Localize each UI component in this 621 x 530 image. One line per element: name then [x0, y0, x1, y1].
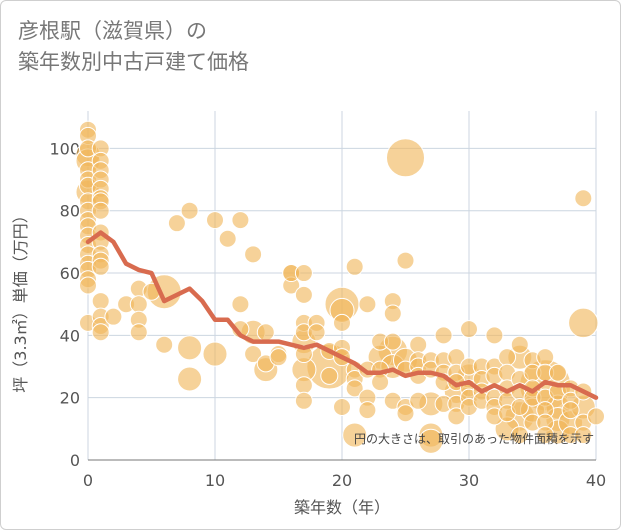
data-point [294, 285, 313, 304]
data-point [418, 428, 444, 454]
data-point [447, 407, 466, 426]
data-point [498, 348, 517, 367]
data-point [371, 373, 390, 392]
data-point [129, 295, 148, 314]
data-point [333, 313, 351, 332]
data-point [485, 326, 504, 345]
data-point [409, 335, 428, 354]
bubble-series [75, 120, 605, 454]
data-point [307, 323, 326, 342]
data-point [91, 257, 110, 276]
x-tick-label: 10 [205, 471, 225, 490]
x-tick-labels: 0 10 20 30 40 [83, 471, 606, 490]
y-tick-labels: 0 20 40 60 80 100 [49, 139, 80, 470]
chart-title: 彦根駅（滋賀県）の 築年数別中古戸建て価格 [18, 16, 249, 78]
x-axis-title: 築年数（年） [294, 498, 390, 517]
data-point [510, 426, 529, 445]
data-point [231, 295, 250, 314]
data-point [536, 426, 555, 445]
data-point [244, 345, 263, 364]
data-point [536, 348, 555, 367]
data-point [244, 245, 263, 264]
data-point [574, 426, 593, 445]
data-point [129, 323, 148, 342]
data-point [294, 391, 313, 410]
y-tick-label: 100 [49, 139, 80, 158]
y-axis-title: 坪（3.3㎡）単価（万円） [11, 207, 30, 392]
data-point [574, 189, 593, 208]
data-point [294, 376, 313, 395]
y-tick-label: 60 [60, 264, 80, 283]
data-point [358, 295, 377, 314]
data-point [396, 404, 415, 423]
x-tick-label: 20 [332, 471, 352, 490]
data-point [269, 348, 288, 367]
chart-title-line2: 築年数別中古戸建て価格 [18, 50, 249, 74]
chart-title-line1: 彦根駅（滋賀県）の [18, 19, 207, 43]
data-point [256, 323, 275, 342]
data-point [79, 276, 97, 295]
data-point [91, 292, 110, 311]
data-point [561, 401, 580, 420]
data-point [294, 264, 313, 283]
data-point [548, 363, 567, 382]
data-point [231, 211, 250, 230]
y-tick-label: 0 [70, 451, 80, 470]
data-point [460, 320, 478, 339]
data-point [358, 401, 377, 420]
data-point [342, 422, 368, 448]
data-point [587, 407, 605, 426]
data-point [155, 335, 174, 354]
data-point [385, 138, 426, 178]
data-point [409, 391, 428, 410]
x-tick-label: 40 [586, 471, 606, 490]
data-point [333, 398, 351, 417]
data-point [167, 214, 186, 233]
data-point [202, 341, 228, 367]
x-tick-label: 30 [459, 471, 479, 490]
data-point [383, 304, 402, 323]
data-point [434, 326, 453, 345]
data-point [91, 323, 110, 342]
bubble-size-note: 円の大きさは、取引のあった物件面積を示す [354, 431, 594, 446]
y-tick-label: 20 [60, 389, 80, 408]
data-point [510, 398, 529, 417]
data-point [177, 366, 203, 392]
data-point [218, 229, 237, 248]
data-point [345, 257, 364, 276]
data-point [180, 201, 199, 220]
data-point [568, 307, 599, 339]
data-point [206, 211, 224, 230]
data-point [91, 201, 110, 220]
data-point [320, 366, 339, 385]
data-point [383, 332, 402, 351]
y-tick-label: 80 [60, 202, 80, 221]
x-tick-label: 0 [83, 471, 93, 490]
data-point [345, 379, 364, 398]
data-point [510, 335, 529, 354]
average-price-line [85, 230, 599, 400]
data-point [177, 335, 203, 361]
data-point [104, 307, 123, 326]
y-tick-label: 40 [60, 326, 80, 345]
data-point [396, 251, 415, 270]
